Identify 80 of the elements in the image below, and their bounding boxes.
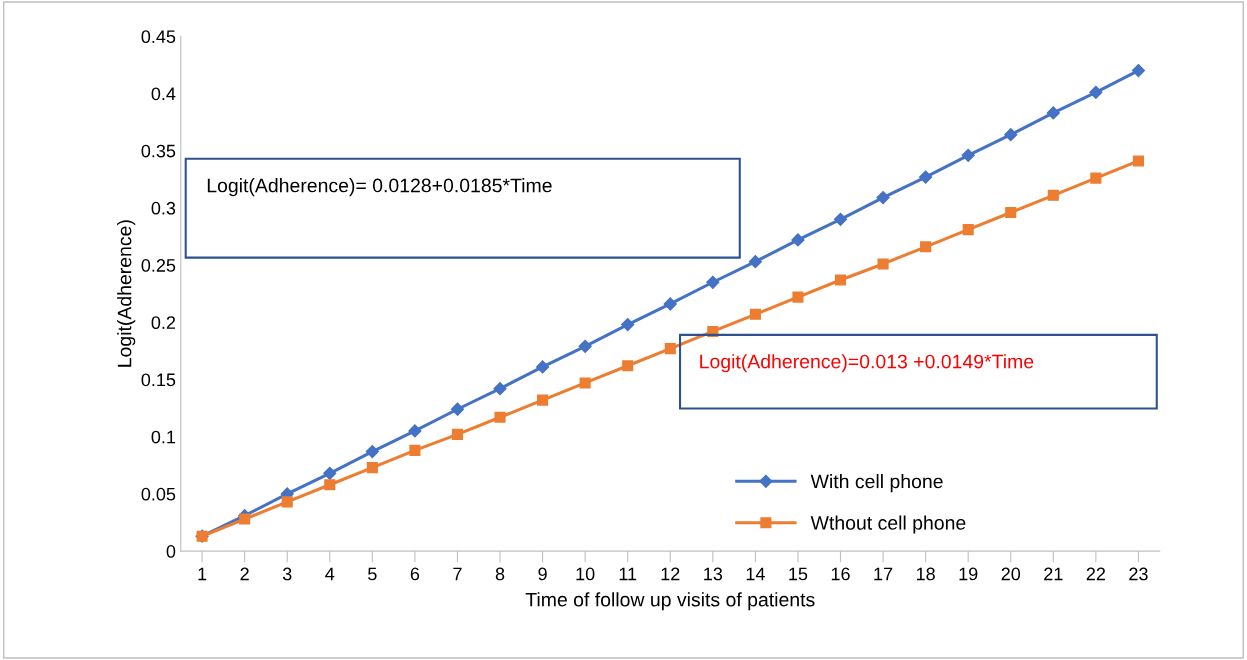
x-axis-title: Time of follow up visits of patients	[525, 592, 815, 611]
annotation: Logit(Adherence)= 0.0128+0.0185*Time	[207, 178, 552, 197]
x-tick-label: 19	[959, 567, 978, 581]
point	[408, 424, 422, 438]
point	[1005, 206, 1017, 219]
point	[1090, 172, 1102, 184]
y-tick-label: 0.1	[151, 430, 176, 444]
point	[833, 212, 848, 226]
x-tick-label: 2	[240, 567, 249, 581]
x-tick-label: 23	[1129, 567, 1148, 581]
x-tick-label: 8	[495, 567, 505, 581]
x-tick-label: 17	[874, 567, 893, 581]
point	[962, 224, 974, 236]
point	[409, 444, 421, 456]
point	[961, 148, 975, 162]
point	[834, 274, 847, 286]
x-tick-label: 5	[368, 567, 377, 581]
point	[664, 343, 676, 355]
point	[324, 479, 336, 491]
point	[1089, 85, 1103, 99]
x-tick-label: 1	[198, 567, 207, 581]
point	[877, 258, 889, 270]
y-tick-label: 0.35	[141, 144, 176, 158]
x-tick-label: 16	[831, 567, 850, 581]
point	[663, 297, 677, 311]
point	[1046, 106, 1060, 120]
x-tick-label: 3	[282, 567, 292, 581]
point	[579, 377, 591, 389]
point	[706, 275, 720, 289]
point	[1131, 64, 1146, 78]
point	[493, 382, 507, 396]
x-tick-label: 15	[789, 567, 808, 581]
x-tick-label: 20	[1001, 567, 1021, 581]
point	[450, 402, 465, 416]
y-tick-label: 0.3	[151, 201, 176, 215]
point	[366, 462, 378, 474]
point	[1047, 189, 1059, 201]
x-tick-label: 4	[325, 567, 335, 581]
point	[791, 233, 805, 247]
point	[748, 255, 762, 269]
point	[792, 291, 804, 303]
point	[1004, 128, 1018, 142]
point	[622, 360, 634, 372]
y-tick-label: 0.4	[151, 87, 176, 101]
point	[323, 466, 337, 480]
x-tick-label: 12	[661, 567, 680, 581]
point	[365, 444, 379, 459]
x-tick-label: 10	[576, 567, 595, 581]
x-tick-label: 7	[453, 567, 462, 581]
x-tick-label: 14	[746, 567, 765, 581]
y-tick-label: 0.2	[151, 316, 176, 330]
x-tick-label: 18	[916, 567, 935, 581]
point	[876, 191, 890, 205]
point	[535, 360, 550, 374]
point	[537, 394, 549, 406]
y-tick-label: 0.15	[141, 373, 176, 387]
point	[1132, 155, 1144, 167]
point	[919, 170, 933, 184]
x-tick-label: 22	[1086, 567, 1106, 581]
point	[621, 317, 635, 332]
x-tick-label: 9	[538, 567, 547, 581]
y-tick-label: 0.45	[141, 30, 176, 44]
point	[281, 496, 293, 508]
point	[494, 411, 506, 423]
annotation: Logit(Adherence)=0.013 +0.0149*Time	[700, 354, 1034, 373]
x-tick-label: 13	[704, 567, 723, 581]
y-tick-label: 0.05	[141, 487, 176, 501]
point	[239, 513, 251, 525]
point	[578, 339, 592, 353]
point	[920, 241, 932, 253]
x-tick-label: 21	[1044, 567, 1063, 581]
legend-label: With cell phone	[810, 474, 943, 493]
point	[451, 428, 464, 440]
y-tick-label: 0.25	[141, 259, 176, 272]
y-axis-title: Logit(Adherence)	[117, 220, 136, 367]
x-tick-label: 11	[619, 567, 637, 581]
point	[749, 308, 761, 320]
y-tick-label: 0	[166, 545, 176, 558]
x-tick-label: 6	[410, 567, 420, 581]
legend-label: Wthout cell phone	[810, 515, 966, 534]
